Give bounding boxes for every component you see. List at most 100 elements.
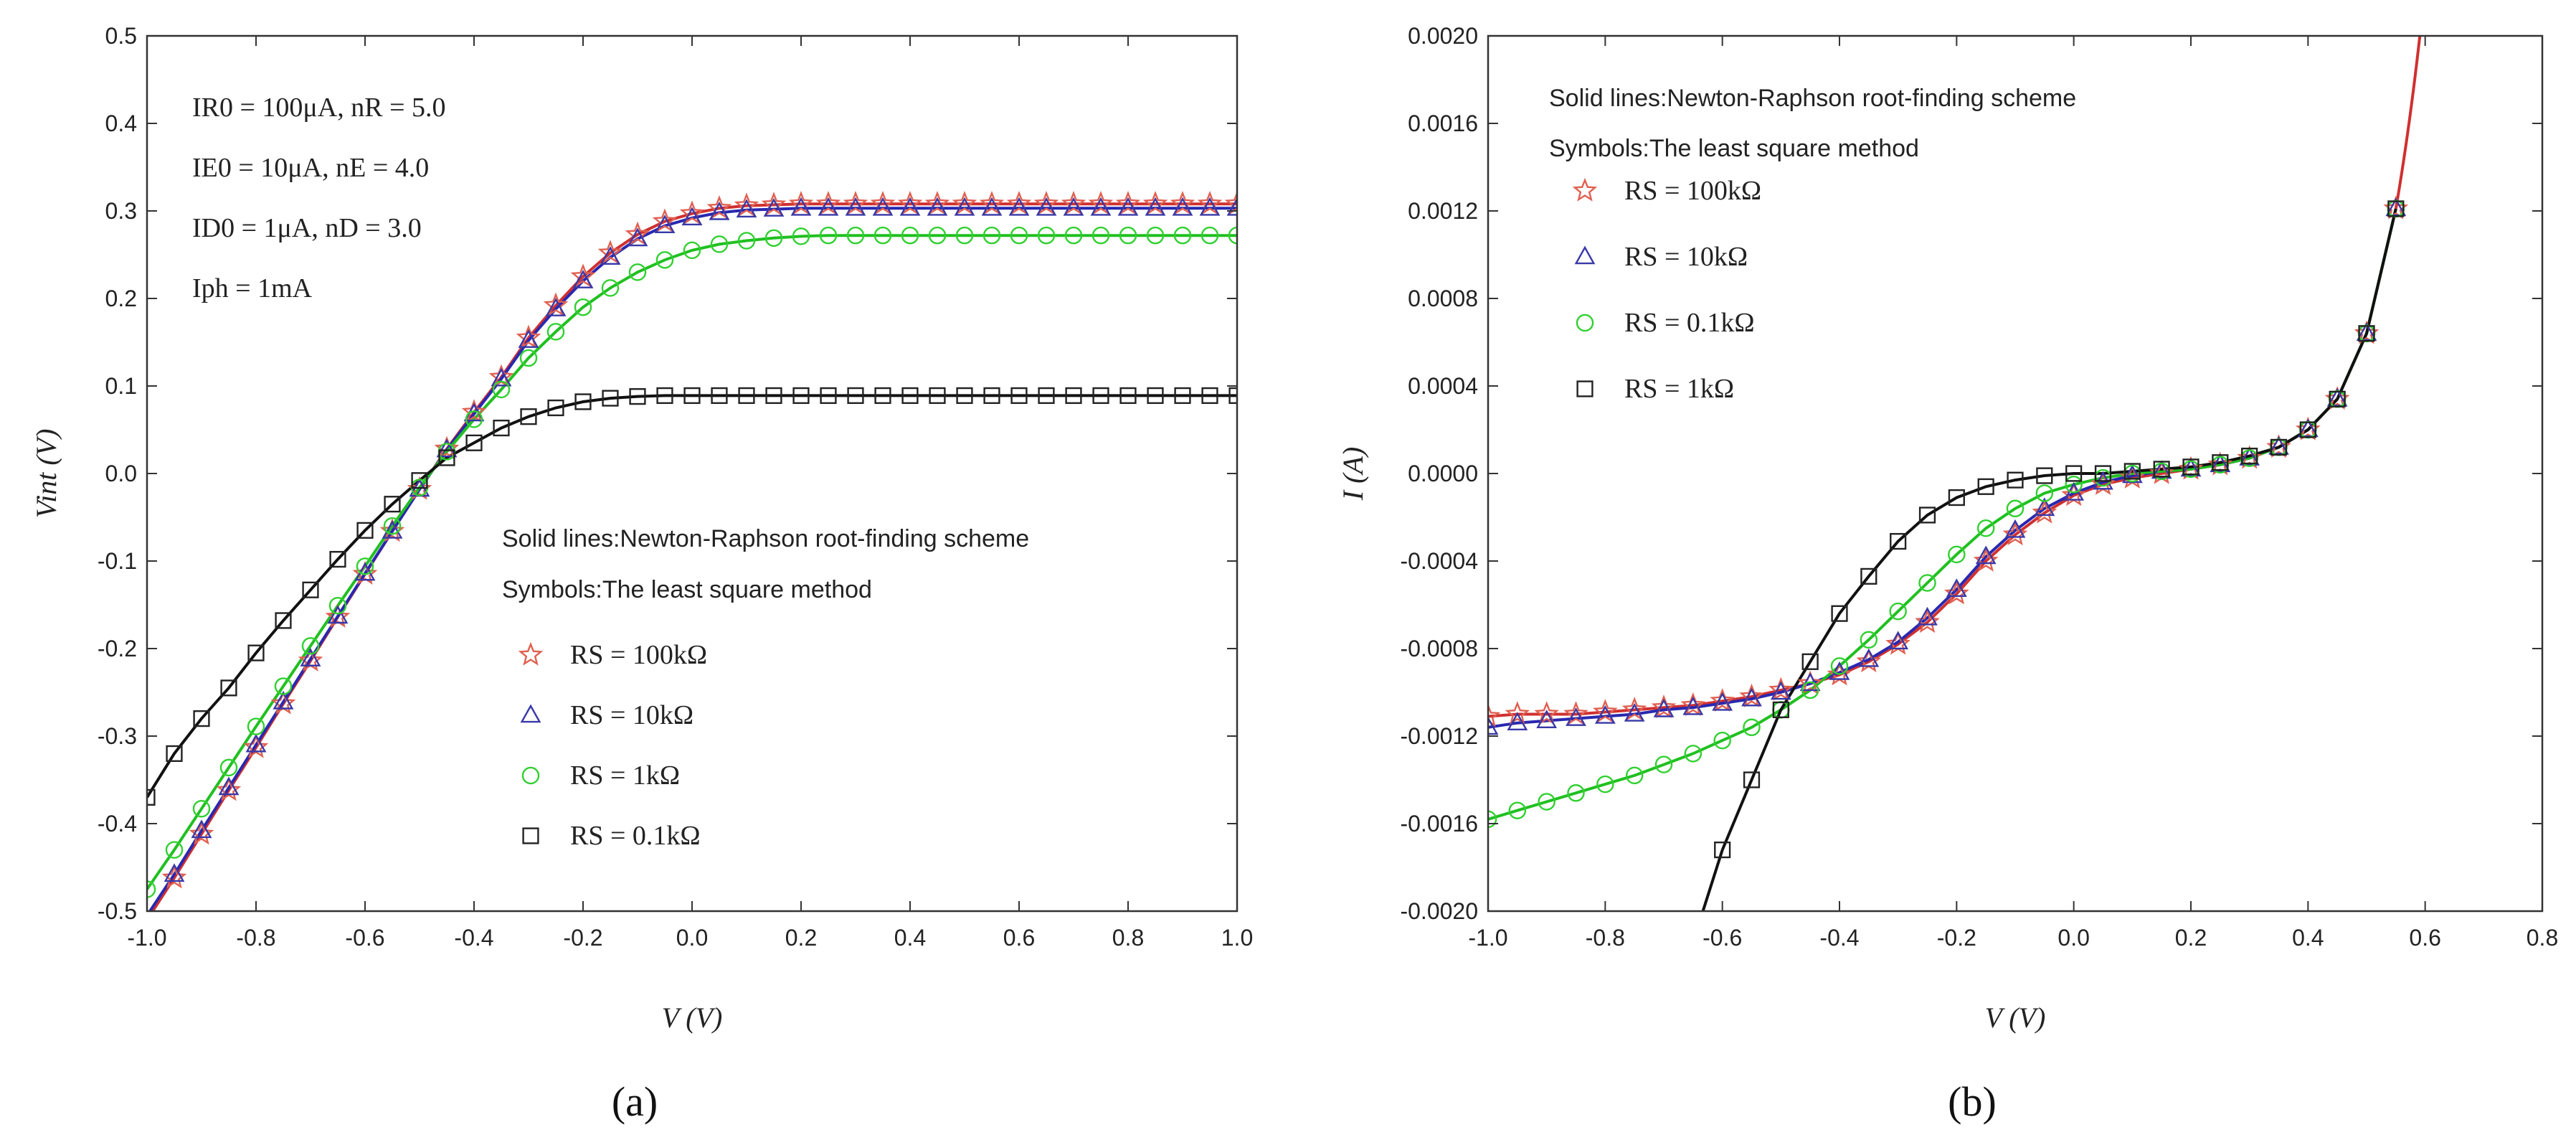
panel-b-data-point bbox=[1488, 703, 1501, 727]
panel-a-data-point bbox=[520, 408, 537, 425]
panel-a-data-point bbox=[329, 550, 346, 568]
panel-a-data-point bbox=[628, 263, 647, 281]
panel-a-ytick-label: 0.2 bbox=[105, 286, 137, 311]
panel-b-ytick-label: 0.0004 bbox=[1408, 373, 1478, 399]
panel-a-legend-label: RS = 10kΩ bbox=[570, 700, 693, 730]
panel-b-data-point bbox=[2007, 471, 2024, 489]
panel-b-data-point bbox=[1741, 687, 1762, 707]
panel-a-ytick-label: 0.0 bbox=[105, 461, 137, 486]
panel-b-ytick-label: -0.0012 bbox=[1400, 723, 1478, 749]
panel-a-data-point bbox=[897, 191, 923, 215]
panel-b-data-point bbox=[2297, 418, 2319, 438]
panel-b-series-tail bbox=[2394, 36, 2422, 209]
panel-a-data-point bbox=[492, 380, 511, 399]
panel-b-data-point bbox=[2006, 499, 2025, 518]
panel-b-data-point bbox=[1858, 648, 1880, 667]
panel-b-xtick-label: -0.8 bbox=[1586, 925, 1625, 951]
panel-b-data-point bbox=[2387, 200, 2405, 217]
panel-b-data-point bbox=[2180, 458, 2202, 477]
panel-b-data-point bbox=[1682, 696, 1704, 715]
panel-b-data-point bbox=[2299, 421, 2316, 438]
panel-a-data-point bbox=[1226, 197, 1237, 216]
panel-a-data-point bbox=[597, 240, 623, 264]
panel-a-data-point bbox=[545, 298, 567, 316]
panel-a-data-point bbox=[1174, 387, 1191, 405]
panel-a-data-point bbox=[818, 197, 839, 216]
panel-b-data-point bbox=[1801, 681, 1819, 699]
panel-b-data-point bbox=[1946, 578, 1967, 597]
panel-a-data-point bbox=[356, 557, 374, 575]
panel-a-legend-marker bbox=[521, 766, 540, 785]
panel-a-data-point bbox=[247, 717, 265, 735]
panel-b-data-point bbox=[1713, 731, 1731, 750]
panel-a-data-point bbox=[465, 410, 483, 428]
panel-b-data-point bbox=[2239, 447, 2260, 466]
panel-a-data-point bbox=[736, 199, 757, 218]
panel-b-data-point bbox=[1860, 567, 1877, 585]
panel-b-data-point bbox=[1710, 688, 1736, 712]
panel-b-data-point bbox=[1625, 766, 1644, 785]
panel-a-data-point bbox=[820, 387, 837, 405]
panel-a-data-point bbox=[147, 880, 156, 898]
panel-a-data-point bbox=[247, 644, 265, 661]
panel-a-xtick-label: 0.0 bbox=[676, 925, 708, 951]
panel-a-data-point bbox=[543, 292, 569, 316]
panel-a-data-point bbox=[1201, 226, 1219, 245]
panel-a-data-point bbox=[981, 197, 1003, 216]
panel-a-data-point bbox=[601, 279, 620, 297]
panel-a-data-point bbox=[218, 776, 240, 796]
panel-a-data-point bbox=[792, 227, 810, 245]
panel-a-data-point bbox=[652, 208, 678, 232]
panel-a-data-point bbox=[1090, 197, 1112, 216]
panel-b-series-line-0 bbox=[1488, 208, 2397, 718]
panel-b-data-point bbox=[2326, 387, 2348, 407]
panel-b-data-point bbox=[1680, 692, 1706, 717]
annotation-iph: Iph = 1mA bbox=[192, 273, 313, 303]
panel-b-data-point bbox=[1830, 657, 1849, 675]
panel-b-data-point bbox=[1684, 745, 1703, 763]
panel-b-data-point bbox=[2153, 461, 2170, 478]
panel-a-ytick-label: -0.5 bbox=[98, 898, 137, 924]
panel-a-data-point bbox=[927, 197, 948, 216]
panel-a-data-point bbox=[1117, 197, 1139, 216]
panel-b-data-point bbox=[1948, 489, 1965, 507]
panel-b-data-point bbox=[1536, 710, 1558, 728]
panel-a-data-point bbox=[193, 710, 210, 727]
panel-a-data-point bbox=[872, 197, 894, 216]
panel-a-data-point bbox=[1036, 197, 1057, 216]
annotation-ir0: IR0 = 100μA, nR = 5.0 bbox=[192, 93, 446, 123]
panel-b-ytick-label: -0.0016 bbox=[1400, 811, 1478, 837]
panel-a-data-point bbox=[656, 387, 673, 405]
panel-a-data-point bbox=[681, 207, 703, 226]
panel-a-data-point bbox=[1115, 191, 1141, 215]
panel-a-data-point bbox=[1064, 226, 1083, 245]
panel-a-data-point bbox=[1119, 387, 1137, 405]
panel-a-data-point bbox=[955, 226, 974, 245]
panel-b-ytick-label: 0.0016 bbox=[1408, 110, 1478, 136]
panel-b-data-point bbox=[1488, 810, 1497, 829]
panel-a-data-point bbox=[1170, 191, 1195, 215]
panel-a-legend-label: RS = 100kΩ bbox=[570, 640, 707, 670]
panel-b-data-point bbox=[1976, 519, 1995, 537]
panel-b-data-point bbox=[2034, 497, 2055, 517]
panel-b-data-point bbox=[2385, 197, 2407, 217]
panel-a-data-point bbox=[790, 197, 812, 216]
panel-a-data-point bbox=[956, 387, 973, 405]
panel-b-data-point bbox=[2035, 484, 2054, 502]
panel-a-ytick-label: 0.1 bbox=[105, 373, 137, 399]
panel-b-data-point bbox=[1860, 631, 1878, 649]
panel-b-data-point bbox=[2151, 460, 2172, 479]
panel-a-data-point bbox=[1038, 387, 1055, 405]
panel-b-ytick-label: 0.0020 bbox=[1408, 23, 1478, 49]
panel-b-data-point bbox=[1594, 705, 1616, 724]
panel-a-xtick-label: -0.4 bbox=[454, 925, 493, 951]
panel-a-data-point bbox=[654, 215, 676, 233]
panel-a-data-point bbox=[1065, 387, 1082, 405]
panel-b-data-point bbox=[1567, 784, 1585, 802]
panel-b-data-point bbox=[1743, 718, 1761, 737]
panel-a-data-point bbox=[572, 270, 594, 288]
panel-a-data-point bbox=[1173, 226, 1192, 245]
panel-b-series-line-3 bbox=[1720, 208, 2397, 851]
panel-b-xtick-label: 0.4 bbox=[2292, 925, 2324, 951]
